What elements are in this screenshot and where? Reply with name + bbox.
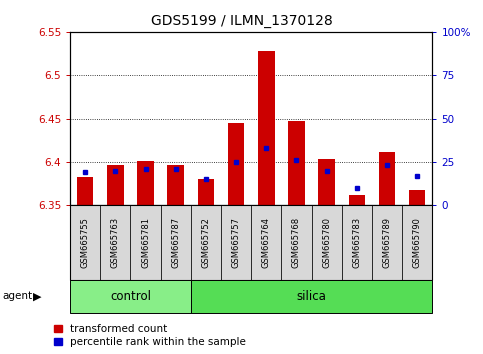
- Bar: [160, 205, 191, 280]
- Bar: [137, 161, 154, 205]
- Bar: [342, 205, 372, 280]
- Text: agent: agent: [2, 291, 32, 302]
- Text: GSM665755: GSM665755: [81, 217, 90, 268]
- Bar: [402, 205, 432, 280]
- Text: GSM665783: GSM665783: [352, 217, 361, 268]
- Bar: [318, 159, 335, 205]
- Text: GSM665780: GSM665780: [322, 217, 331, 268]
- Bar: [191, 280, 432, 313]
- Text: ▶: ▶: [33, 291, 42, 302]
- Bar: [77, 177, 93, 205]
- Text: GSM665763: GSM665763: [111, 217, 120, 268]
- Bar: [168, 165, 184, 205]
- Bar: [70, 280, 191, 313]
- Bar: [312, 205, 342, 280]
- Bar: [70, 205, 100, 280]
- Text: control: control: [110, 290, 151, 303]
- Bar: [130, 205, 160, 280]
- Bar: [107, 165, 124, 205]
- Text: GSM665789: GSM665789: [383, 217, 392, 268]
- Bar: [379, 153, 395, 205]
- Bar: [100, 205, 130, 280]
- Bar: [349, 195, 365, 205]
- Text: GSM665752: GSM665752: [201, 217, 211, 268]
- Text: GSM665787: GSM665787: [171, 217, 180, 268]
- Legend: transformed count, percentile rank within the sample: transformed count, percentile rank withi…: [54, 324, 246, 347]
- Bar: [409, 190, 426, 205]
- Bar: [281, 205, 312, 280]
- Bar: [221, 205, 251, 280]
- Text: GSM665764: GSM665764: [262, 217, 271, 268]
- Bar: [372, 205, 402, 280]
- Text: silica: silica: [297, 290, 327, 303]
- Text: GSM665757: GSM665757: [231, 217, 241, 268]
- Bar: [198, 179, 214, 205]
- Text: GSM665790: GSM665790: [412, 217, 422, 268]
- Text: GSM665781: GSM665781: [141, 217, 150, 268]
- Text: GDS5199 / ILMN_1370128: GDS5199 / ILMN_1370128: [151, 14, 332, 28]
- Bar: [251, 205, 281, 280]
- Bar: [288, 121, 305, 205]
- Bar: [258, 51, 274, 205]
- Bar: [228, 123, 244, 205]
- Bar: [191, 205, 221, 280]
- Text: GSM665768: GSM665768: [292, 217, 301, 268]
